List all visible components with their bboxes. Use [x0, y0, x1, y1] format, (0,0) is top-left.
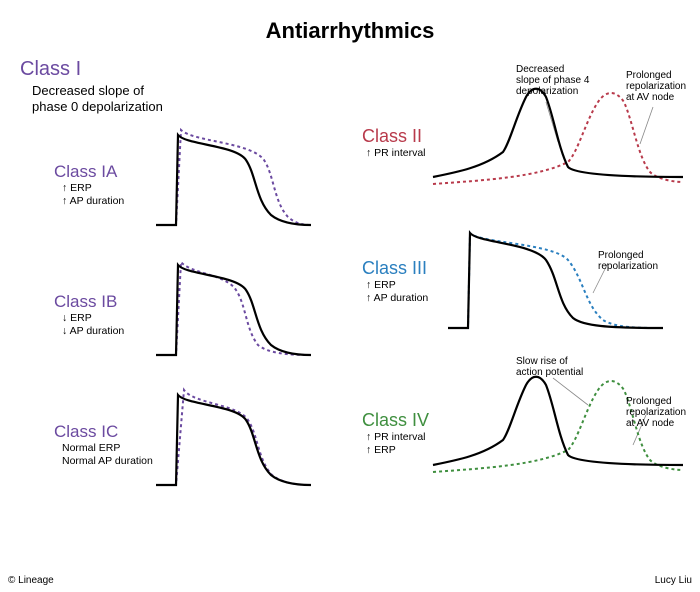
curve-normal-III	[448, 233, 663, 328]
class-III-label: Class III	[362, 258, 428, 279]
class-IA-bullet-1: ↑ AP duration	[62, 195, 124, 208]
chart-class-IC	[146, 380, 316, 500]
panel-class-IV: Slow rise of action potential Prolonged …	[368, 360, 692, 490]
chart-class-IA	[146, 120, 316, 240]
annot-class-IV-1: Slow rise of action potential	[516, 356, 583, 378]
class-IB-label: Class IB	[54, 292, 124, 312]
curve-drug-IA	[156, 130, 311, 225]
panel-class-IC: Class IC Normal ERP Normal AP duration	[26, 380, 350, 500]
class-III-bullet-0: ↑ ERP	[366, 279, 428, 292]
footer-copyright: © Lineage	[8, 575, 54, 586]
class-IA-bullet-0: ↑ ERP	[62, 182, 124, 195]
annot-class-III-2: Prolonged repolarization	[598, 250, 658, 272]
class-IV-label: Class IV	[362, 410, 429, 431]
right-column: Decreased slope of phase 4 depolarizatio…	[350, 44, 692, 500]
page-title: Antiarrhythmics	[0, 0, 700, 44]
footer-author: Lucy Liu	[655, 575, 692, 586]
class-IV-bullet-1: ↑ ERP	[366, 444, 429, 457]
panel-class-II: Decreased slope of phase 4 depolarizatio…	[368, 72, 692, 202]
panel-class-III: Prolonged repolarization Class III ↑ ERP…	[368, 218, 692, 348]
class-IC-label: Class IC	[54, 422, 153, 442]
class-III-bullet-1: ↑ AP duration	[366, 292, 428, 305]
class-I-desc: Decreased slope of phase 0 depolarizatio…	[32, 83, 350, 114]
chart-class-IB	[146, 250, 316, 370]
class-IB-bullet-1: ↓ AP duration	[62, 325, 124, 338]
panel-class-IA: Class IA ↑ ERP ↑ AP duration	[26, 120, 350, 240]
class-IV-bullet-0: ↑ PR interval	[366, 431, 429, 444]
curve-drug-IB	[156, 262, 311, 355]
class-II-label: Class II	[362, 126, 426, 147]
class-IC-bullet-1: Normal AP duration	[62, 455, 153, 468]
annot-class-IV-2: Prolonged repolarization at AV node	[626, 396, 686, 429]
class-IC-bullet-0: Normal ERP	[62, 442, 153, 455]
chart-class-III	[438, 218, 668, 348]
class-IA-label: Class IA	[54, 162, 124, 182]
annot-class-II-2: Prolonged repolarization at AV node	[626, 70, 686, 103]
curve-normal-IC	[156, 395, 311, 485]
annot-line-II-1	[546, 102, 558, 142]
class-II-bullet-0: ↑ PR interval	[366, 147, 426, 160]
annot-line-IV-1	[553, 378, 588, 405]
curve-drug-IC	[156, 390, 311, 485]
panel-class-IB: Class IB ↓ ERP ↓ AP duration	[26, 250, 350, 370]
class-IB-bullet-0: ↓ ERP	[62, 312, 124, 325]
class-I-label: Class I	[20, 58, 350, 81]
annot-line-II-2	[640, 107, 653, 144]
content-grid: Class I Decreased slope of phase 0 depol…	[0, 44, 700, 500]
left-column: Class I Decreased slope of phase 0 depol…	[8, 44, 350, 500]
annot-class-II-1: Decreased slope of phase 4 depolarizatio…	[516, 64, 589, 97]
class-I-header: Class I Decreased slope of phase 0 depol…	[20, 58, 350, 114]
